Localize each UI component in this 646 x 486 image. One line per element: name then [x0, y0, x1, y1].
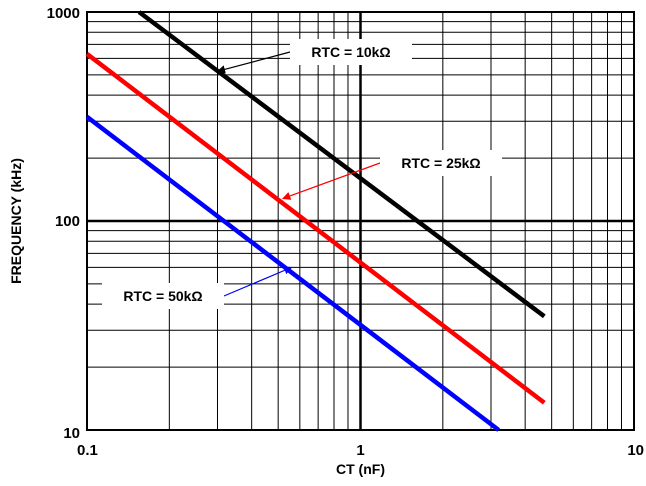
- y-tick-label: 10: [63, 425, 80, 442]
- major-grid: [87, 12, 634, 430]
- annotation-arrow-2: [223, 266, 293, 297]
- annotation-label-0: RTC = 10kΩ: [311, 44, 390, 60]
- annotation-box-2: [102, 283, 224, 309]
- y-axis-label: FREQUENCY (kHz): [8, 158, 24, 284]
- y-tick-label: 100: [55, 213, 80, 230]
- series-layer: [85, 10, 546, 432]
- x-tick-label: 10: [627, 442, 644, 459]
- annotation-label-2: RTC = 50kΩ: [123, 288, 202, 304]
- annotation-label-1: RTC = 25kΩ: [401, 155, 480, 171]
- annotation-arrow-0: [216, 51, 291, 74]
- x-tick-label: 0.1: [77, 442, 98, 459]
- y-tick-labels: 10 100 1000: [47, 5, 80, 442]
- y-tick-label: 1000: [47, 5, 80, 22]
- x-tick-label: 1: [356, 442, 364, 459]
- x-axis-label: CT (nF): [336, 461, 385, 477]
- series-line-1: [85, 52, 546, 405]
- x-tick-labels: 0.1 1 10: [77, 442, 644, 459]
- annotation-box-1: [380, 150, 502, 176]
- series-line-0: [137, 10, 546, 319]
- plot-frame: [86, 11, 635, 431]
- annotation-box-0: [290, 39, 412, 65]
- annotation-layer: RTC = 10kΩ RTC = 25kΩ RTC = 50kΩ: [102, 39, 502, 309]
- series-line-2: [85, 115, 501, 432]
- annotation-arrow-1: [282, 162, 381, 200]
